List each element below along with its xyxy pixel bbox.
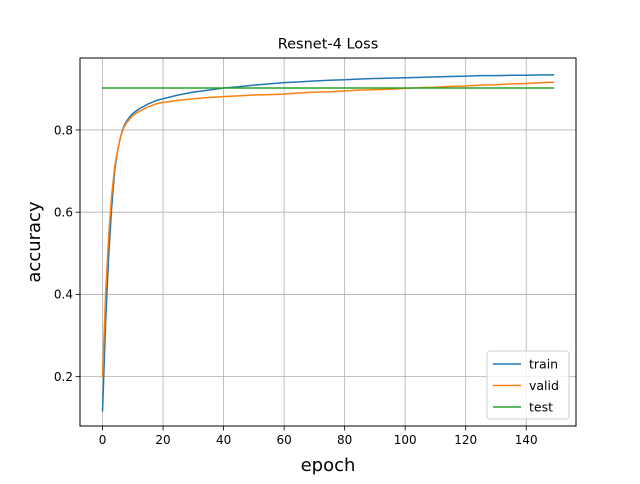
x-axis-label: epoch <box>301 455 356 476</box>
y-axis-ticks: 0.2 0.4 0.6 0.8 <box>54 123 80 384</box>
x-tick-label: 40 <box>216 433 231 447</box>
y-tick-label: 0.6 <box>54 205 73 219</box>
x-tick-label: 140 <box>515 433 538 447</box>
y-tick-label: 0.8 <box>54 123 73 137</box>
x-tick-label: 20 <box>155 433 170 447</box>
series-line-valid <box>101 81 555 378</box>
legend-label-test: test <box>529 400 553 415</box>
x-tick-label: 0 <box>99 433 107 447</box>
chart-title: Resnet-4 Loss <box>278 37 379 53</box>
plot-frame <box>79 57 577 427</box>
y-tick-label: 0.4 <box>54 288 73 302</box>
y-tick-label: 0.2 <box>54 370 73 384</box>
legend: train valid test <box>486 350 570 420</box>
legend-label-train: train <box>529 357 558 372</box>
plot-lines <box>101 74 555 412</box>
x-axis-ticks: 0 20 40 60 80 100 120 140 <box>99 426 538 447</box>
x-tick-label: 100 <box>394 433 417 447</box>
legend-box <box>486 350 570 420</box>
x-tick-label: 60 <box>276 433 291 447</box>
grid <box>80 58 576 426</box>
y-axis-label: accuracy <box>24 201 45 283</box>
legend-label-valid: valid <box>529 378 559 393</box>
x-tick-label: 120 <box>454 433 477 447</box>
x-tick-label: 80 <box>337 433 352 447</box>
